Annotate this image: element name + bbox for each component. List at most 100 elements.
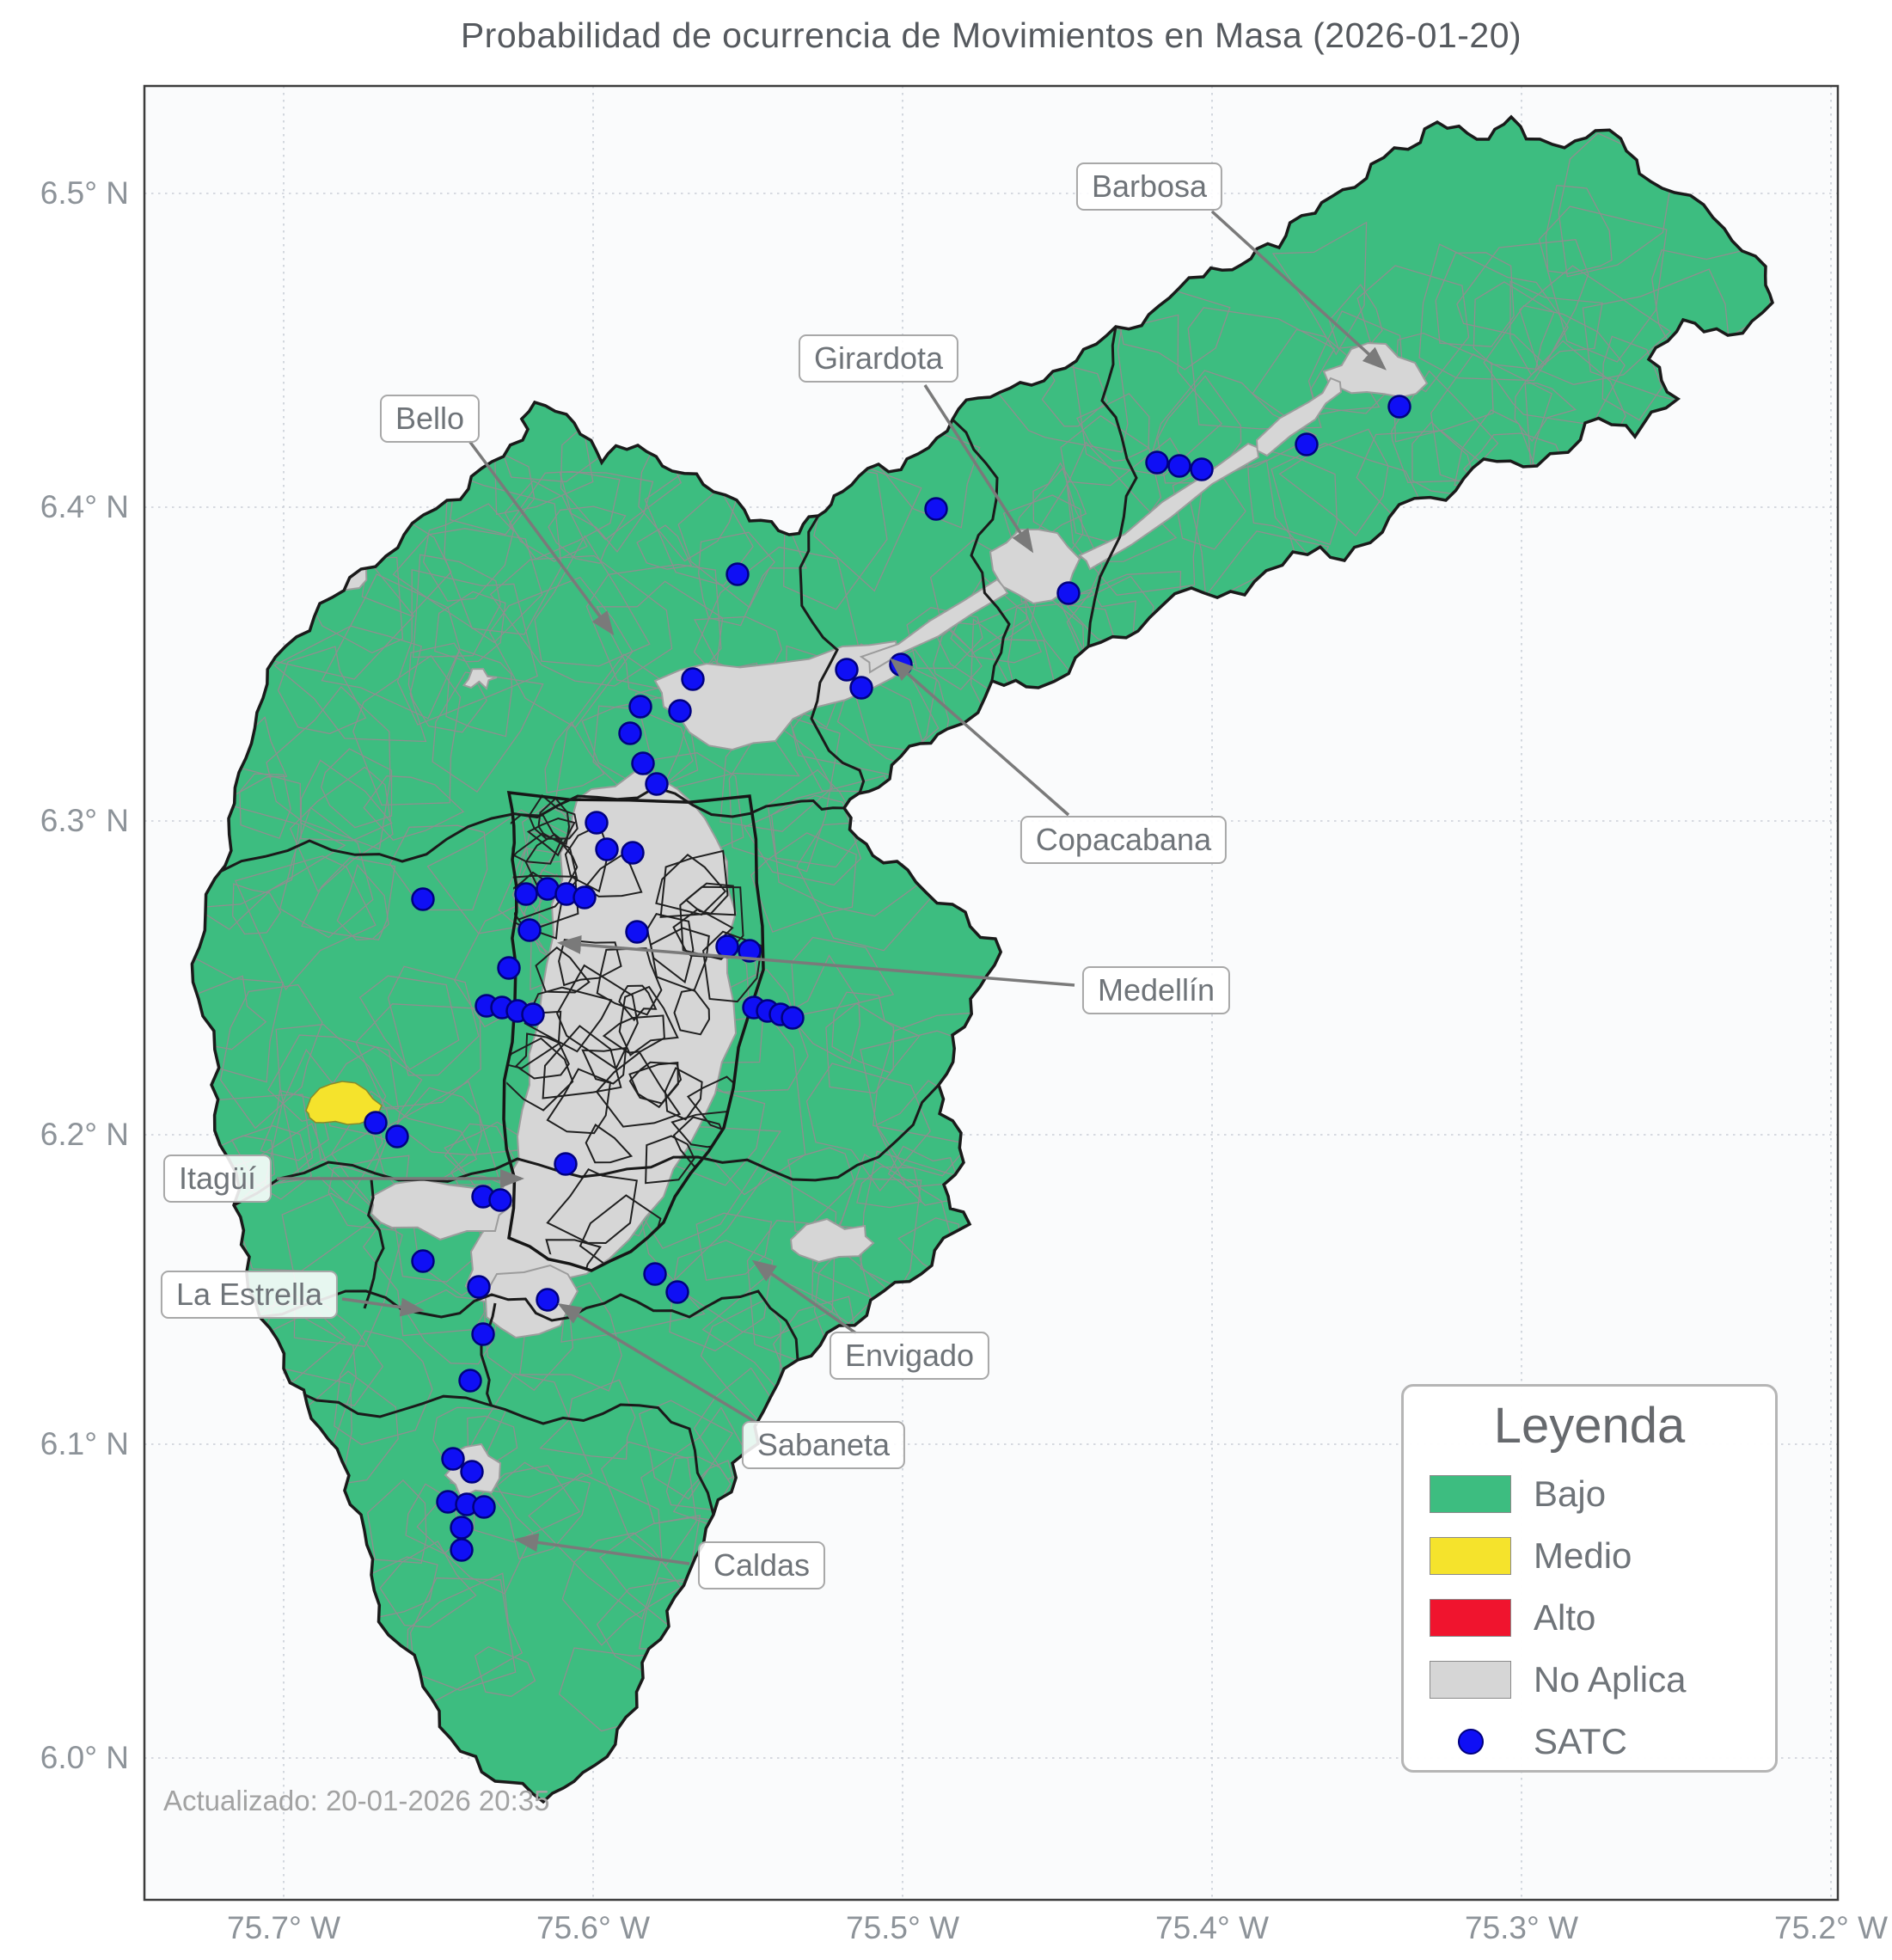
satc-point — [1056, 581, 1081, 605]
legend-swatch-medio — [1430, 1537, 1511, 1575]
annotation-arrow — [557, 934, 1075, 987]
satc-point — [618, 721, 642, 745]
legend-label-medio: Medio — [1534, 1535, 1632, 1576]
legend-title: Leyenda — [1493, 1398, 1686, 1454]
satc-point — [458, 1369, 482, 1393]
annotation-arrows — [277, 210, 1387, 1565]
satc-point — [631, 751, 655, 775]
satc-point — [781, 1006, 805, 1030]
region-map — [190, 114, 1774, 1804]
satc-point — [645, 772, 669, 796]
satc-point — [572, 885, 597, 910]
satc-point — [497, 956, 521, 980]
city-boundary — [502, 790, 765, 1272]
region-outline — [190, 114, 1774, 1804]
satc-point — [536, 1288, 560, 1312]
satc-point — [1145, 450, 1169, 475]
municipal-borders — [219, 326, 1138, 1516]
annotation-la-estrella: La Estrella — [160, 1271, 339, 1319]
satc-point — [1387, 395, 1411, 419]
satc-point — [488, 1188, 512, 1212]
satc-point — [517, 918, 542, 942]
satc-legend-marker-icon — [1430, 1729, 1511, 1755]
annotation-sabaneta: Sabaneta — [741, 1421, 906, 1469]
x-tick-label: 75.7° W — [226, 1910, 341, 1945]
satc-point — [1167, 454, 1191, 478]
plot-frame — [143, 84, 1840, 1902]
satc-point — [472, 1495, 496, 1519]
annotation-medell-n: Medellín — [1081, 966, 1231, 1014]
satc-point — [441, 1447, 465, 1471]
satc-point — [471, 1322, 495, 1346]
annotation-copacabana: Copacabana — [1019, 816, 1228, 864]
satc-stations — [364, 395, 1411, 1562]
y-tick-label: 6.0° N — [40, 1740, 129, 1775]
annotation-barbosa: Barbosa — [1075, 162, 1223, 211]
annotation-arrow — [923, 384, 1034, 554]
annotation-girardota: Girardota — [798, 334, 959, 383]
x-tick-label: 75.4° W — [1154, 1910, 1270, 1945]
legend-item-alto: Alto — [1404, 1587, 1775, 1649]
annotation-arrow — [557, 1302, 759, 1425]
satc-point — [467, 1275, 491, 1299]
x-tick-label: 75.6° W — [536, 1910, 651, 1945]
legend-swatch-bajo — [1430, 1475, 1511, 1513]
satc-point — [411, 1249, 435, 1273]
legend-label-satc: SATC — [1534, 1721, 1627, 1761]
legend-label-no-aplica: No Aplica — [1534, 1659, 1687, 1700]
y-tick-label: 6.4° N — [40, 489, 129, 524]
legend-label-bajo: Bajo — [1534, 1473, 1607, 1514]
x-tick-label: 75.2° W — [1773, 1910, 1889, 1945]
y-tick-label: 6.5° N — [40, 175, 129, 211]
satc-point — [628, 695, 652, 719]
satc-point — [681, 667, 705, 691]
annotation-arrow — [514, 1533, 690, 1565]
legend: Leyenda Bajo Medio Alto No Aplica SATC — [1401, 1384, 1778, 1773]
annotation-envigado: Envigado — [829, 1332, 990, 1380]
legend-item-no-aplica: No Aplica — [1404, 1649, 1775, 1711]
legend-item-medio: Medio — [1404, 1525, 1775, 1587]
figure-title: Probabilidad de ocurrencia de Movimiento… — [460, 15, 1522, 55]
annotation-arrow — [1210, 210, 1387, 371]
satc-point — [668, 699, 692, 723]
satc-point — [521, 1002, 545, 1026]
satc-point — [924, 497, 948, 521]
legend-label-alto: Alto — [1534, 1597, 1596, 1638]
annotation-arrow — [468, 439, 615, 636]
satc-point — [643, 1262, 667, 1286]
legend-item-satc: SATC — [1404, 1711, 1775, 1773]
annotation-caldas: Caldas — [697, 1541, 826, 1589]
satc-point — [621, 841, 645, 865]
satc-point — [514, 882, 538, 906]
satc-point — [665, 1280, 689, 1304]
legend-swatch-no-aplica — [1430, 1661, 1511, 1699]
satc-point — [1190, 457, 1214, 481]
satc-point — [411, 887, 435, 911]
satc-point — [450, 1538, 474, 1562]
legend-item-bajo: Bajo — [1404, 1463, 1775, 1525]
satc-point — [835, 658, 859, 682]
satc-point — [738, 939, 762, 963]
satc-point — [625, 920, 649, 944]
legend-swatch-alto — [1430, 1599, 1511, 1637]
annotation-bello: Bello — [379, 395, 481, 443]
region-low-risk-fill — [192, 117, 1773, 1802]
satc-point — [849, 676, 873, 700]
satc-point — [595, 837, 619, 861]
y-tick-label: 6.1° N — [40, 1426, 129, 1461]
satc-point — [585, 811, 609, 835]
y-tick-label: 6.3° N — [40, 803, 129, 838]
updated-timestamp: Actualizado: 20-01-2026 20:35 — [163, 1785, 550, 1816]
annotation-arrow — [889, 658, 1070, 817]
annotation-arrow — [751, 1259, 858, 1335]
annotation-itag-: Itagüí — [162, 1155, 272, 1203]
y-tick-label: 6.2° N — [40, 1117, 129, 1152]
satc-point — [726, 562, 750, 586]
satc-point — [385, 1124, 409, 1148]
x-tick-label: 75.5° W — [845, 1910, 960, 1945]
annotation-arrow — [341, 1297, 425, 1317]
satc-point — [554, 1152, 578, 1176]
